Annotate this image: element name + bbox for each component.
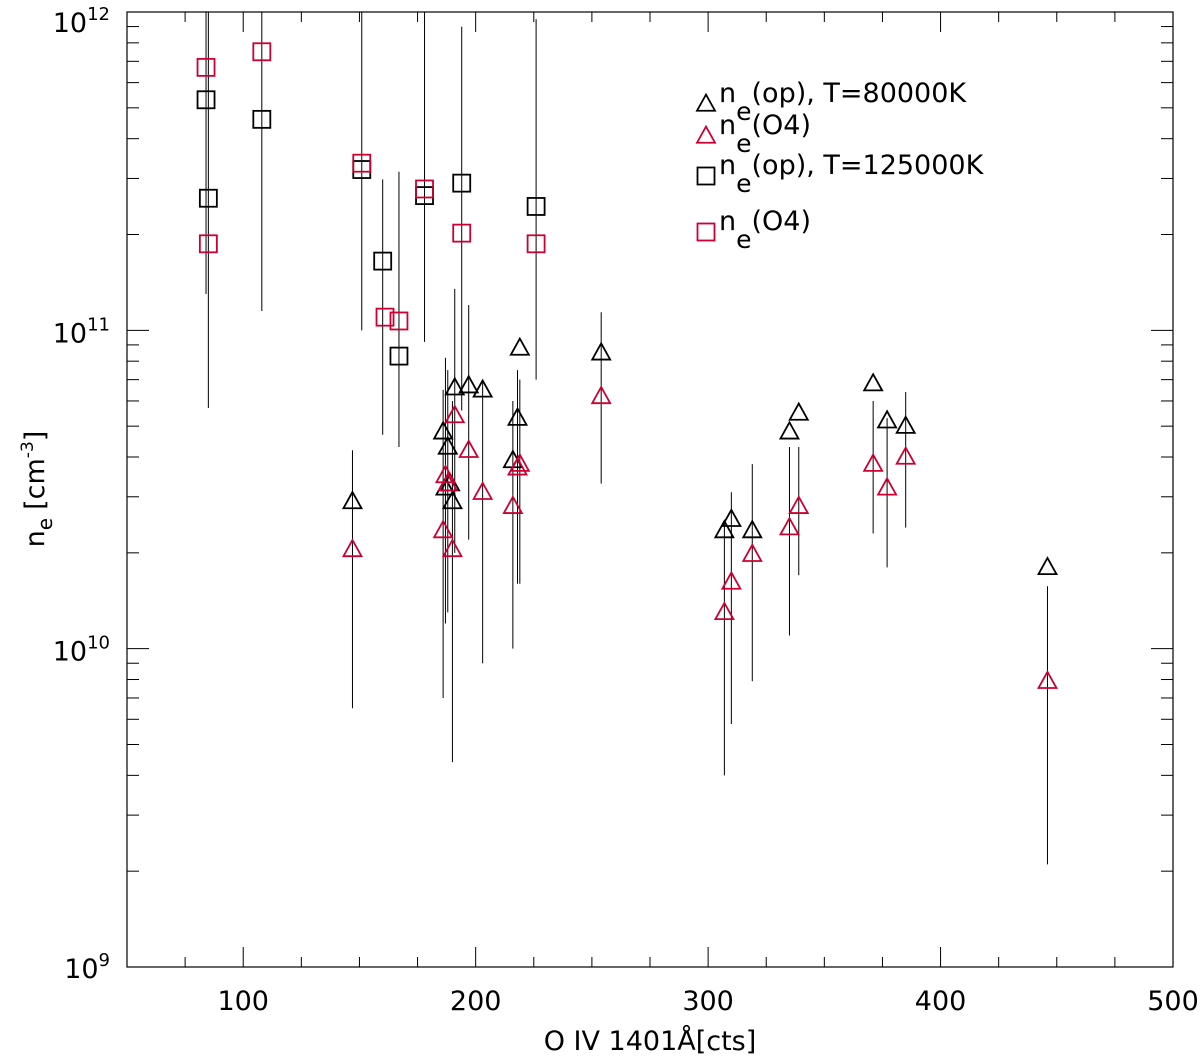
black-square-point <box>198 188 218 208</box>
legend-marker-triangle <box>695 124 717 144</box>
red-triangle-point <box>509 452 531 472</box>
y-tick-label: 1011 <box>53 314 110 349</box>
legend-entry: ne(O4) <box>695 110 811 158</box>
legend-entry: ne(op), T=80000K <box>695 78 967 126</box>
black-triangle-point <box>1036 556 1059 576</box>
red-triangle-point <box>876 476 898 496</box>
y-tick-label: 1010 <box>53 633 110 668</box>
red-triangle-point <box>713 601 735 621</box>
y-tick-labels: 109 1010 1011 1012 <box>53 4 110 985</box>
x-tick-label: 400 <box>915 986 967 1017</box>
legend-entry: ne(O4) <box>696 206 811 254</box>
x-tick-label: 100 <box>217 986 269 1017</box>
red-triangle-point <box>720 570 742 590</box>
major-ticks <box>127 11 1174 968</box>
red-square-point <box>452 223 472 243</box>
black-triangle-point <box>506 406 529 426</box>
legend-marker-triangle <box>695 92 717 112</box>
red-triangle-point <box>788 495 810 514</box>
black-square-point <box>452 173 472 193</box>
legend-label: ne(op), T=80000K <box>719 78 967 126</box>
black-triangle-point <box>788 401 810 421</box>
black-triangle-point <box>437 435 459 455</box>
red-triangle-point <box>778 516 800 536</box>
red-triangle-point <box>472 480 494 500</box>
black-square-point <box>389 346 409 366</box>
red-triangle-point <box>741 542 763 562</box>
x-tick-labels: 100 200 300 400 500 <box>217 986 1198 1017</box>
error-bars <box>205 12 1048 865</box>
black-square-point <box>252 109 272 129</box>
red-square-point <box>389 311 409 331</box>
red-triangle-point <box>434 464 456 484</box>
black-square-point <box>196 90 216 110</box>
legend-marker-square <box>696 166 716 186</box>
black-triangle-point <box>444 376 466 396</box>
y-tick-label: 1012 <box>53 4 110 39</box>
red-square-point <box>196 57 216 77</box>
black-triangle-point <box>509 336 531 356</box>
x-tick-label: 300 <box>682 986 734 1017</box>
legend-label: ne(O4) <box>719 110 811 158</box>
y-axis-label-close: ] <box>20 431 51 442</box>
plot-frame <box>126 11 1174 968</box>
legend-entry: ne(op), T=125000K <box>696 150 985 198</box>
y-tick-label: 109 <box>64 950 110 985</box>
red-square-point <box>375 307 395 327</box>
red-square-point <box>415 179 434 199</box>
black-triangle-point <box>720 507 742 527</box>
legend-label: ne(op), T=125000K <box>719 150 985 198</box>
black-triangle-point <box>895 414 917 434</box>
red-triangle-point <box>895 445 917 465</box>
red-triangle-point <box>502 495 524 514</box>
black-square-point <box>373 251 393 271</box>
black-triangle-point <box>876 409 898 429</box>
black-triangle-point <box>590 341 612 361</box>
black-triangle-point <box>341 490 364 510</box>
black-triangle-point <box>713 519 735 539</box>
black-triangle-point <box>862 372 884 392</box>
x-axis-label: O IV 1401Å[cts] <box>544 1025 757 1057</box>
red-triangle-point <box>444 404 466 424</box>
svg-text:ne[cm-3]: ne [cm-3] <box>18 431 57 548</box>
black-triangle-point <box>472 378 494 398</box>
black-triangle-point <box>741 519 763 539</box>
red-triangle-point <box>590 385 612 405</box>
red-triangle-point <box>341 538 364 558</box>
y-axis-label-unit: [cm <box>20 458 51 510</box>
black-triangle-point <box>778 420 800 440</box>
y-axis-label-sub: e <box>33 518 57 530</box>
y-axis-label-main: n <box>20 530 51 547</box>
red-triangle-point <box>441 538 463 558</box>
minor-ticks <box>126 12 1173 967</box>
black-square-point <box>526 197 546 216</box>
red-square-point <box>352 153 372 173</box>
x-tick-label: 200 <box>450 986 502 1017</box>
black-triangle-point <box>441 490 463 510</box>
y-axis-label: ne [cm-3] <box>18 431 57 548</box>
red-triangle-point <box>1036 669 1059 689</box>
data-markers <box>196 42 1059 689</box>
red-square-point <box>526 234 546 254</box>
black-triangle-point <box>432 420 454 440</box>
red-square-point <box>198 234 218 254</box>
x-tick-label: 500 <box>1147 986 1199 1017</box>
legend-label: ne(O4) <box>719 206 811 254</box>
y-axis-label-exp: -3 <box>18 441 38 458</box>
red-triangle-point <box>458 438 480 458</box>
red-triangle-point <box>432 519 454 539</box>
red-triangle-point <box>862 452 884 472</box>
legend-marker-square <box>696 222 716 242</box>
red-triangle-point <box>437 472 459 492</box>
black-triangle-point <box>458 374 480 394</box>
red-square-point <box>252 42 272 62</box>
